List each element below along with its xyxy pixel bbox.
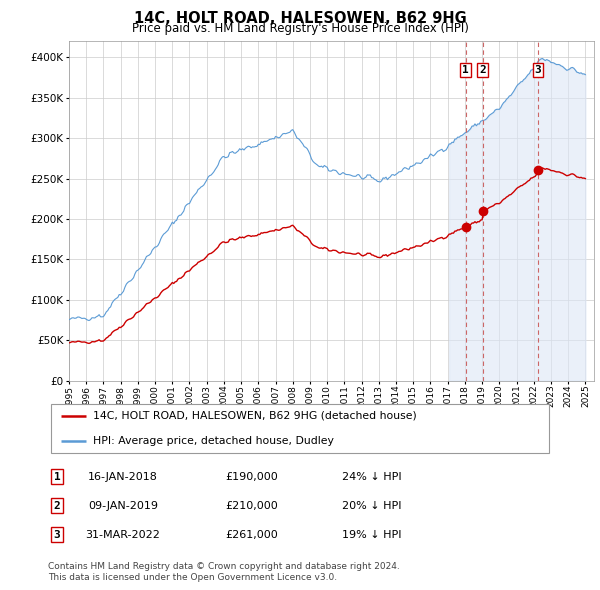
Text: 14C, HOLT ROAD, HALESOWEN, B62 9HG (detached house): 14C, HOLT ROAD, HALESOWEN, B62 9HG (deta… [94,411,417,421]
Text: 1: 1 [53,472,61,481]
FancyBboxPatch shape [50,404,550,453]
Text: HPI: Average price, detached house, Dudley: HPI: Average price, detached house, Dudl… [94,436,334,446]
Text: 3: 3 [535,65,541,75]
Text: 19% ↓ HPI: 19% ↓ HPI [342,530,402,539]
Text: £190,000: £190,000 [226,472,278,481]
Text: 2: 2 [479,65,486,75]
Text: 20% ↓ HPI: 20% ↓ HPI [342,501,402,510]
Text: 2: 2 [53,501,61,510]
Text: Contains HM Land Registry data © Crown copyright and database right 2024.
This d: Contains HM Land Registry data © Crown c… [48,562,400,582]
Text: £210,000: £210,000 [226,501,278,510]
Text: 24% ↓ HPI: 24% ↓ HPI [342,472,402,481]
Text: £261,000: £261,000 [226,530,278,539]
Text: 31-MAR-2022: 31-MAR-2022 [86,530,160,539]
Text: 09-JAN-2019: 09-JAN-2019 [88,501,158,510]
Text: 14C, HOLT ROAD, HALESOWEN, B62 9HG: 14C, HOLT ROAD, HALESOWEN, B62 9HG [134,11,466,25]
Text: 3: 3 [53,530,61,539]
Text: 16-JAN-2018: 16-JAN-2018 [88,472,158,481]
Text: 1: 1 [462,65,469,75]
Text: Price paid vs. HM Land Registry's House Price Index (HPI): Price paid vs. HM Land Registry's House … [131,22,469,35]
